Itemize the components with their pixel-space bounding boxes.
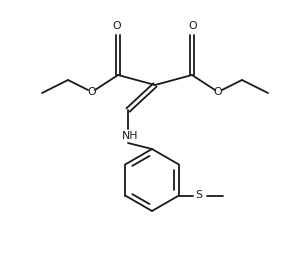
- Text: O: O: [88, 87, 96, 97]
- Text: S: S: [195, 190, 202, 200]
- Text: O: O: [214, 87, 222, 97]
- Text: O: O: [189, 21, 197, 31]
- Text: NH: NH: [122, 131, 138, 141]
- Text: O: O: [113, 21, 121, 31]
